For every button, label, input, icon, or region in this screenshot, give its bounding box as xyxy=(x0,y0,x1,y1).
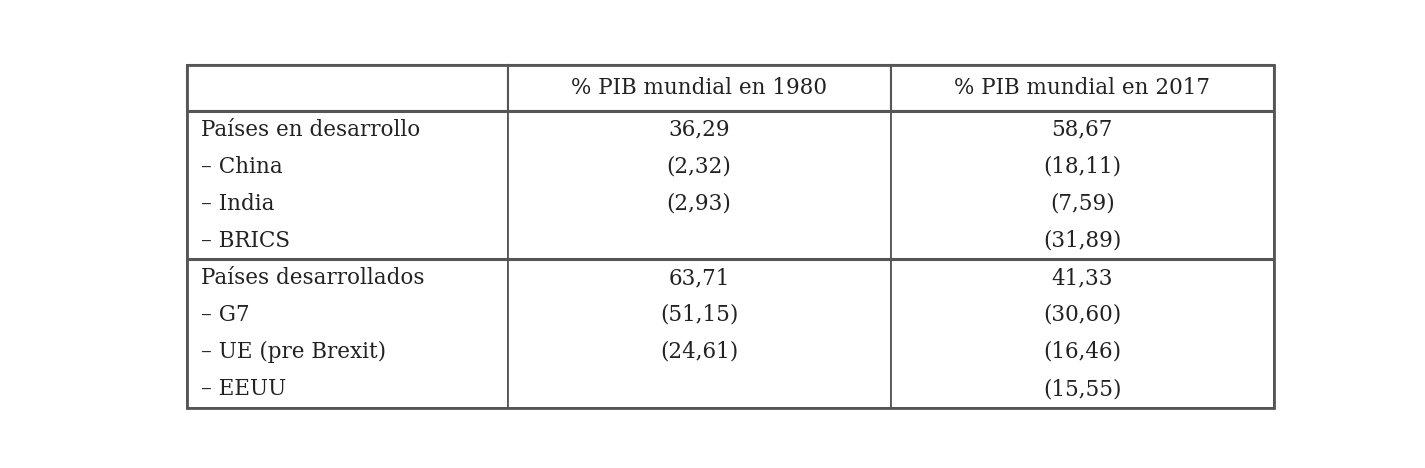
Bar xyxy=(507,259,891,408)
Text: % PIB mundial en 1980: % PIB mundial en 1980 xyxy=(571,77,826,99)
Text: – India: – India xyxy=(201,193,275,215)
Bar xyxy=(891,259,1274,408)
Bar xyxy=(507,111,891,259)
Text: – BRICS: – BRICS xyxy=(201,230,291,252)
Text: (15,55): (15,55) xyxy=(1043,378,1121,400)
Text: % PIB mundial en 2017: % PIB mundial en 2017 xyxy=(955,77,1210,99)
Bar xyxy=(187,111,507,259)
Text: (7,59): (7,59) xyxy=(1050,193,1114,215)
Bar xyxy=(891,111,1274,259)
Text: (16,46): (16,46) xyxy=(1043,341,1121,363)
Text: – China: – China xyxy=(201,156,284,178)
Bar xyxy=(187,65,507,111)
Text: – EEUU: – EEUU xyxy=(201,378,286,400)
Text: (2,93): (2,93) xyxy=(667,193,731,215)
Text: Países en desarrollo: Países en desarrollo xyxy=(201,119,420,141)
Text: – G7: – G7 xyxy=(201,304,249,326)
Bar xyxy=(507,65,891,111)
Text: 63,71: 63,71 xyxy=(668,267,730,289)
Text: (18,11): (18,11) xyxy=(1043,156,1121,178)
Text: Países desarrollados: Países desarrollados xyxy=(201,267,425,289)
Text: (51,15): (51,15) xyxy=(660,304,738,326)
Text: (30,60): (30,60) xyxy=(1043,304,1121,326)
Text: (24,61): (24,61) xyxy=(660,341,738,363)
Bar xyxy=(891,65,1274,111)
Text: 41,33: 41,33 xyxy=(1052,267,1113,289)
Text: (2,32): (2,32) xyxy=(667,156,731,178)
Text: – UE (pre Brexit): – UE (pre Brexit) xyxy=(201,341,386,363)
Text: 58,67: 58,67 xyxy=(1052,119,1113,141)
Text: (31,89): (31,89) xyxy=(1043,230,1121,252)
Text: 36,29: 36,29 xyxy=(668,119,730,141)
Bar xyxy=(187,259,507,408)
